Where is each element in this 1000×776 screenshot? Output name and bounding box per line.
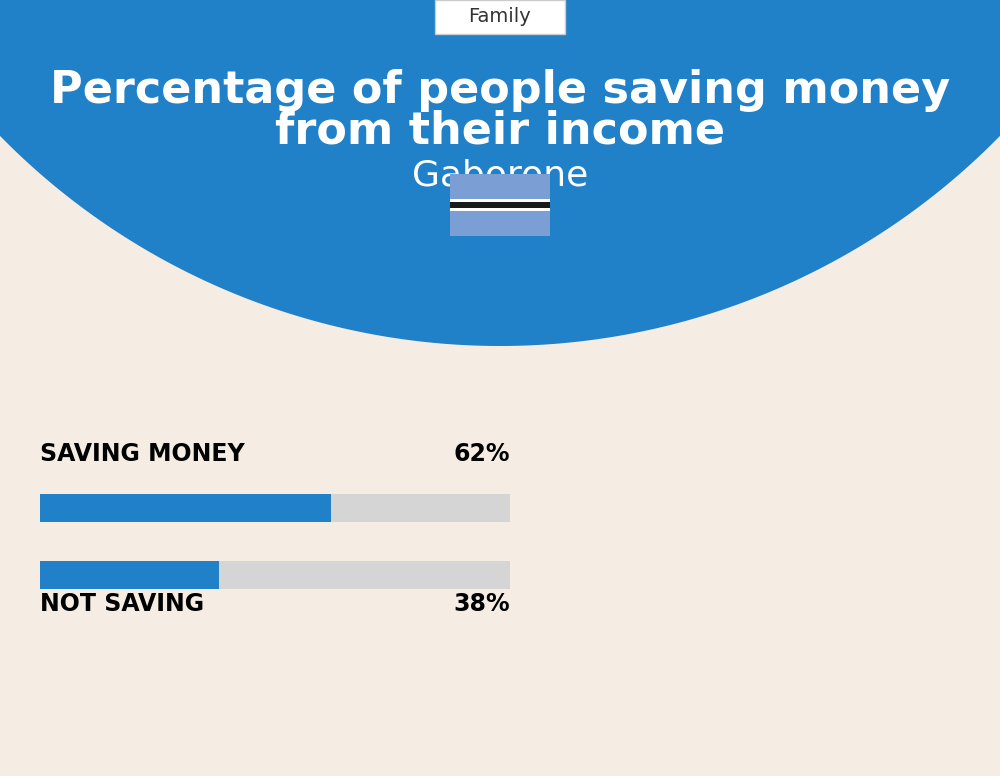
Text: 38%: 38% [453,592,510,616]
Text: Percentage of people saving money: Percentage of people saving money [50,70,950,113]
Text: Gaborone: Gaborone [412,159,588,193]
Polygon shape [0,0,1000,346]
Text: 62%: 62% [454,442,510,466]
Bar [450,174,550,199]
Bar [450,208,550,211]
Bar [40,561,219,589]
Bar [40,494,510,522]
Bar [40,561,510,589]
Bar [40,494,331,522]
Text: Family: Family [469,8,531,26]
FancyBboxPatch shape [435,0,565,34]
Bar [450,199,550,202]
Text: SAVING MONEY: SAVING MONEY [40,442,245,466]
Bar [450,202,550,208]
Text: NOT SAVING: NOT SAVING [40,592,204,616]
Text: from their income: from their income [275,109,725,153]
Bar [450,211,550,236]
